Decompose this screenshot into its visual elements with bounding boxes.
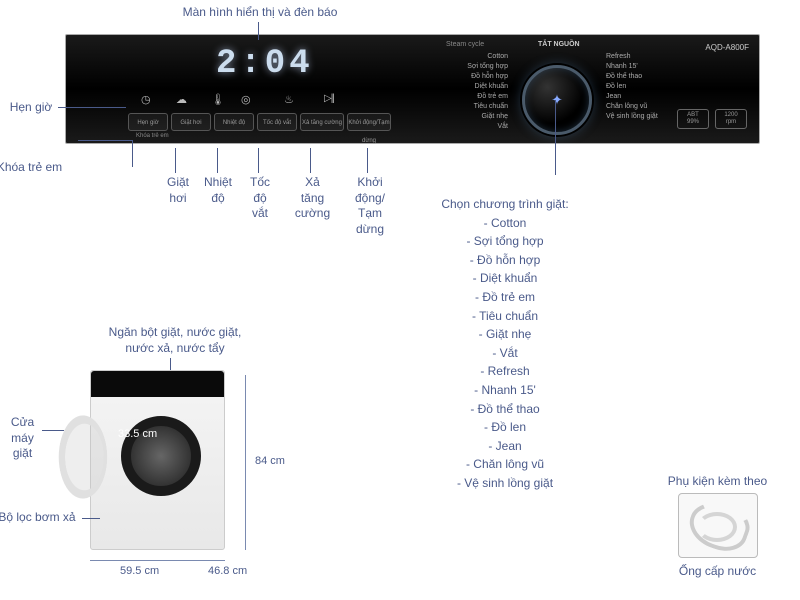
line [82,518,100,519]
callout-spin: Tốc độ vắt [240,175,280,222]
program-item: - Chăn lông vũ [380,455,630,474]
prog-clean: Vệ sinh lồng giặt [606,113,658,120]
callout-temp: Nhiệt độ [198,175,238,206]
prog-duvet: Chăn lông vũ [606,103,647,110]
abt-badge: ABT 99% [677,109,709,129]
steam-cycle-label: Steam cycle [446,41,484,48]
program-item: - Tiêu chuẩn [380,307,630,326]
line [555,100,556,175]
prog-std: Tiêu chuẩn [428,103,508,110]
prog-sanitize: Diệt khuẩn [428,83,508,90]
washing-machine [90,370,225,550]
steam-icon: ☁ [176,93,187,106]
program-item: - Jean [380,437,630,456]
spin-icon: ◎ [241,93,251,106]
prog-spin: Vắt [428,123,508,130]
prog-refresh: Refresh [606,53,631,60]
programs-list: Chọn chương trình giặt: - Cotton- Sợi tổ… [380,195,630,493]
callout-display: Màn hình hiển thị và đèn báo [160,5,360,21]
program-knob[interactable] [522,65,592,135]
dim-height: 84 cm [255,455,285,467]
timer-button[interactable]: Hẹn giờ [128,113,168,131]
callout-steam: Giặt hơi [158,175,198,206]
arrow-height [245,375,246,550]
program-item: - Nhanh 15' [380,381,630,400]
program-item: - Đồ trẻ em [380,288,630,307]
accessory-box: Ống cấp nước [665,493,770,580]
prog-gentle: Giặt nhẹ [428,113,508,120]
play-pause-icon: ▷|| [324,93,334,104]
program-item: - Diệt khuẩn [380,269,630,288]
line [367,148,368,173]
prog-synth: Sợi tổng hợp [428,63,508,70]
temp-button[interactable]: Nhiệt độ [214,113,254,131]
arrow-width [90,560,225,561]
prog-jean: Jean [606,93,621,100]
prog-sport: Đồ thể thao [606,73,642,80]
control-panel: 2:04 AQD-A800F TẮT NGUỒN Steam cycle ◷ ☁… [65,34,760,144]
callout-childlock: Khóa trẻ em [0,160,77,176]
accessory-label: Ống cấp nước [665,564,770,580]
line [258,148,259,173]
power-off-label: TẮT NGUỒN [538,41,580,48]
temp-icon: 🌡 [211,93,225,106]
line [258,22,259,40]
timer-icon: ◷ [141,93,151,106]
prog-mix: Đồ hỗn hợp [428,73,508,80]
program-item: - Đồ thể thao [380,400,630,419]
prog-wool: Đồ len [606,83,626,90]
callout-detergent: Ngăn bột giặt, nước giặt, nước xả, nước … [85,325,265,356]
program-item: - Đồ hỗn hợp [380,251,630,270]
prog-cotton: Cotton [428,53,508,60]
model-number: AQD-A800F [705,43,749,52]
dim-depth: 46.8 cm [208,565,247,577]
line [310,148,311,173]
program-item: - Sợi tổng hợp [380,232,630,251]
spin-button[interactable]: Tốc độ vắt [257,113,297,131]
steam-button[interactable]: Giặt hơi [171,113,211,131]
start-button[interactable]: Khởi động/Tạm dừng [347,113,391,131]
program-item: - Đồ len [380,418,630,437]
program-item: - Cotton [380,214,630,233]
display-time: 2:04 [216,45,314,83]
callout-accessory: Phụ kiện kèm theo [645,474,790,490]
callout-rinse: Xả tăng cường [285,175,340,222]
callout-door: Cửa máy giặt [0,415,45,462]
prog-baby: Đồ trẻ em [428,93,508,100]
line [132,140,133,167]
programs-title: Chọn chương trình giặt: [380,195,630,214]
hose-illustration [678,493,758,558]
program-item: - Refresh [380,362,630,381]
dim-width: 59.5 cm [120,565,159,577]
rinse-icon: ♨ [284,93,294,106]
rinse-button[interactable]: Xả tăng cường [300,113,344,131]
prog-quick: Nhanh 15' [606,63,638,70]
line [42,430,64,431]
rpm-badge: 1200 rpm [715,109,747,129]
program-item: - Vắt [380,344,630,363]
machine-panel [91,371,224,397]
callout-filter: Bộ lọc bơm xả [0,510,87,526]
line [78,140,133,141]
program-item: - Vệ sinh lồng giặt [380,474,630,493]
program-item: - Giặt nhẹ [380,325,630,344]
child-lock-label: Khóa trẻ em [136,133,169,139]
machine-door-open [59,408,107,507]
line [175,148,176,173]
line [217,148,218,173]
callout-timer: Hẹn giờ [2,100,60,116]
line [58,107,126,108]
dim-diameter: 33.5 cm [118,428,157,440]
